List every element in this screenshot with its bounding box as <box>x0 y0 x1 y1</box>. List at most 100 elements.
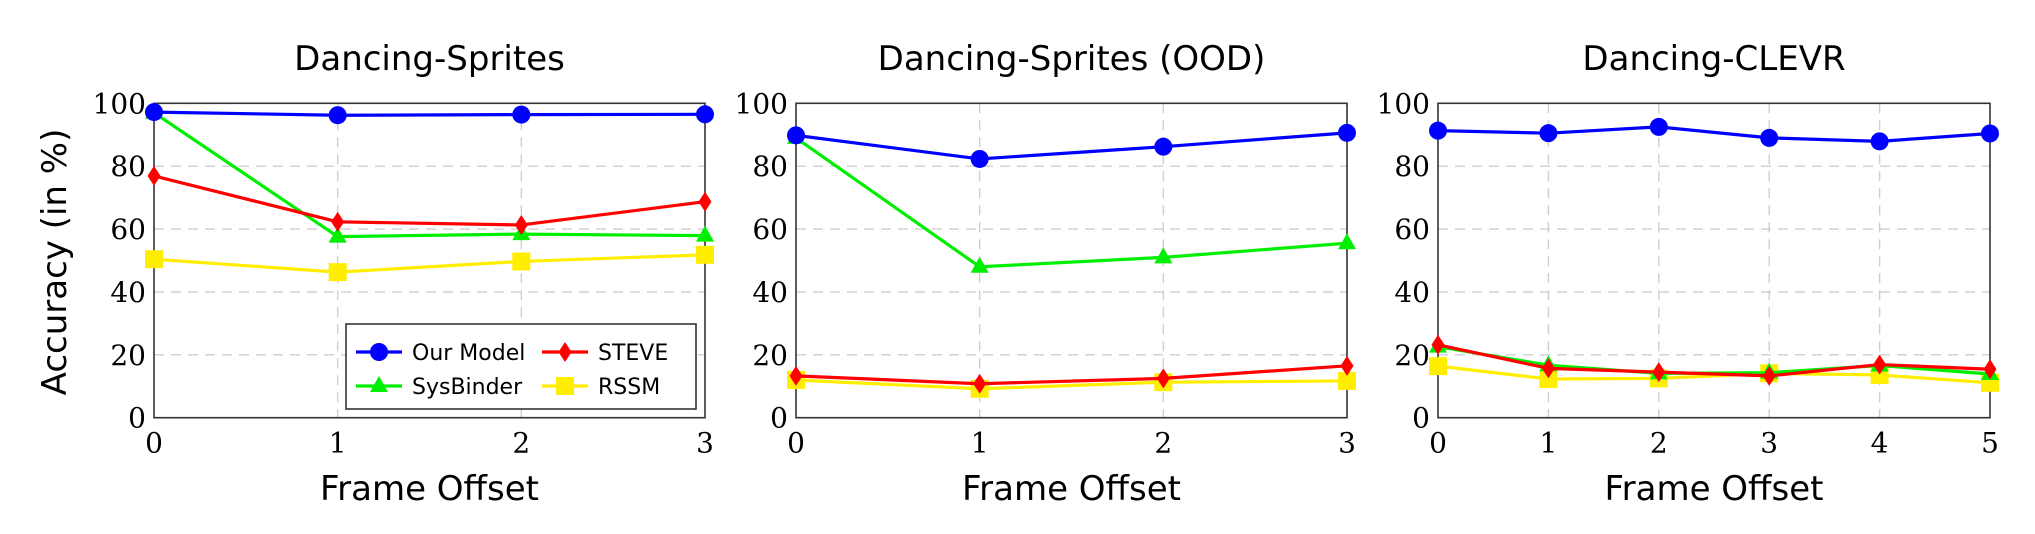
x-tick-label: 3 <box>1338 427 1356 460</box>
steve-marker-icon <box>1652 362 1666 383</box>
chart-title: Dancing-Sprites (OOD) <box>878 39 1266 79</box>
rssm-marker-icon <box>145 250 163 269</box>
our-model-marker-icon <box>696 105 714 124</box>
x-axis-label: Frame Offset <box>1605 469 1824 509</box>
sysbinder-marker-icon <box>328 226 347 243</box>
rssm-marker-icon <box>1539 370 1558 389</box>
steve-marker-icon <box>1983 359 1997 380</box>
rssm-marker-icon <box>1429 357 1447 376</box>
steve-marker-icon <box>1873 354 1887 375</box>
plot-frame <box>1437 102 1991 419</box>
x-tick-label: 1 <box>971 427 989 460</box>
rssm-marker-icon <box>328 263 347 282</box>
our-model-marker-icon <box>1154 137 1173 156</box>
steve-marker-icon <box>1541 358 1555 379</box>
grid <box>1438 103 1990 418</box>
steve-marker-icon <box>1762 365 1776 386</box>
our-model-marker-icon <box>1870 132 1889 151</box>
x-tick-label: 3 <box>1760 427 1778 460</box>
series-our-model <box>1429 117 1999 151</box>
our-model-marker-icon <box>1981 124 1999 143</box>
x-tick-label: 2 <box>1650 427 1668 460</box>
sysbinder-marker-icon <box>1338 233 1356 250</box>
rssm-marker-icon <box>512 252 531 271</box>
x-tick-label: 2 <box>1154 427 1172 460</box>
x-tick-label: 0 <box>1429 427 1447 460</box>
series-sysbinder <box>145 102 714 243</box>
x-tick-label: 0 <box>787 427 805 460</box>
chart-panel-1: 0 20 40 60 80 100 0 1 2 3 Dancing-Sprites Frame Off… <box>93 39 714 509</box>
y-tick-label: 60 <box>752 213 788 246</box>
steve-marker-icon <box>147 165 161 186</box>
y-tick-label: 20 <box>110 339 146 372</box>
our-model-marker-icon <box>1338 123 1356 142</box>
legend-item-rssm: RSSM <box>542 375 660 400</box>
y-tick-label: 40 <box>110 276 146 309</box>
y-axis-label: Accuracy (in %) <box>35 129 75 396</box>
y-tick-label: 80 <box>752 150 788 183</box>
our-model-marker-icon <box>1539 124 1558 143</box>
sysbinder-marker-icon <box>696 225 714 242</box>
series-rssm <box>787 370 1356 398</box>
legend-our-model-marker-icon <box>370 343 388 361</box>
sysbinder-marker-icon <box>970 256 989 273</box>
our-model-marker-icon <box>1429 121 1447 140</box>
y-tick-label: 40 <box>752 276 788 309</box>
x-tick-label: 1 <box>329 427 347 460</box>
x-axis-label: Frame Offset <box>320 469 539 509</box>
steve-marker-icon <box>331 211 345 232</box>
legend-steve-marker-icon <box>558 342 572 362</box>
our-model-marker-icon <box>1760 128 1779 147</box>
x-tick-label: 3 <box>696 427 714 460</box>
steve-marker-icon <box>514 214 528 235</box>
sysbinder-marker-icon <box>1154 247 1173 264</box>
steve-marker-icon <box>1156 368 1170 389</box>
steve-marker-icon <box>1340 355 1354 376</box>
y-tick-label: 60 <box>1394 213 1430 246</box>
legend-rssm-marker-icon <box>556 377 574 395</box>
series-steve <box>789 355 1354 394</box>
steve-marker-icon <box>1431 334 1445 355</box>
series-our-model <box>787 123 1356 168</box>
y-tick-label: 20 <box>1394 339 1430 372</box>
series-our-model <box>145 103 714 125</box>
x-tick-label: 2 <box>512 427 530 460</box>
legend-item-our-model: Our Model <box>356 341 525 366</box>
y-tick-label: 20 <box>752 339 788 372</box>
legend-sysbinder-marker-icon <box>370 376 388 392</box>
x-tick-label: 1 <box>1539 427 1557 460</box>
legend-label: RSSM <box>598 375 660 400</box>
legend-item-steve: STEVE <box>542 341 668 366</box>
legend-label: STEVE <box>598 341 668 366</box>
y-tick-label: 80 <box>110 150 146 183</box>
x-tick-label: 4 <box>1871 427 1889 460</box>
y-tick-label: 0 <box>128 402 146 435</box>
chart-title: Dancing-Sprites <box>294 39 565 79</box>
plot-frame <box>795 102 1348 419</box>
y-tick-label: 100 <box>735 87 788 120</box>
series-steve <box>1431 334 1997 386</box>
our-model-marker-icon <box>145 103 163 122</box>
y-tick-label: 40 <box>1394 276 1430 309</box>
our-model-marker-icon <box>512 105 531 124</box>
chart-panel-2: 0 20 40 60 80 100 0 1 2 3 Dancing-Sprites (OOD) Fra… <box>735 39 1356 509</box>
series-rssm <box>145 245 714 282</box>
legend-label: Our Model <box>412 341 525 366</box>
y-tick-label: 80 <box>1394 150 1430 183</box>
x-tick-label: 0 <box>145 427 163 460</box>
x-tick-label: 5 <box>1981 427 1999 460</box>
our-model-marker-icon <box>787 126 805 145</box>
our-model-marker-icon <box>1649 117 1668 136</box>
legend-label: SysBinder <box>412 375 523 400</box>
series-sysbinder <box>787 127 1356 273</box>
our-model-marker-icon <box>970 149 989 168</box>
legend: Our Model STEVE SysBinder RSSM <box>345 323 697 410</box>
rssm-marker-icon <box>1338 371 1356 390</box>
y-tick-label: 100 <box>93 87 146 120</box>
chart-title: Dancing-CLEVR <box>1582 39 1845 79</box>
legend-item-sysbinder: SysBinder <box>356 375 523 400</box>
y-tick-label: 0 <box>770 402 788 435</box>
steve-marker-icon <box>789 365 803 386</box>
x-axis-label: Frame Offset <box>962 469 1181 509</box>
